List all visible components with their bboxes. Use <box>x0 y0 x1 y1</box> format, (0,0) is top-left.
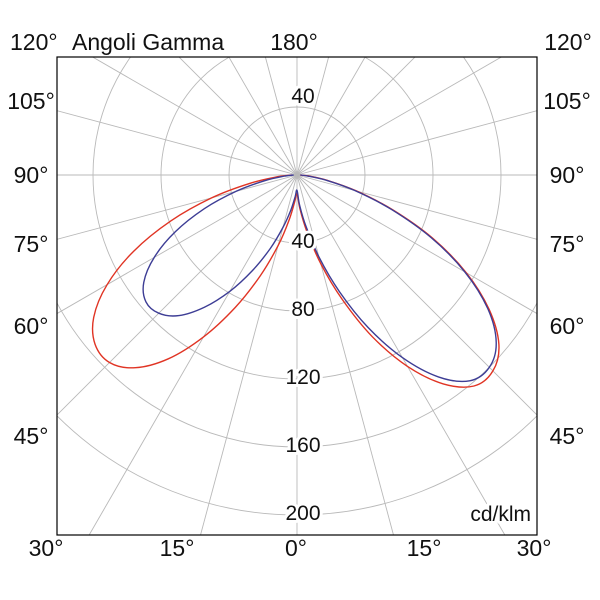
grid-radial-line <box>296 174 537 240</box>
bottom-angle-label: 0° <box>285 535 307 561</box>
left-angle-label: 45° <box>14 423 49 449</box>
grid-radial-line <box>57 174 298 240</box>
grid-radial-line <box>200 174 298 535</box>
curves-layer <box>91 174 500 388</box>
right-angle-label: 90° <box>550 162 585 188</box>
bottom-angle-label: 15° <box>160 535 195 561</box>
bottom-angle-label: 30° <box>517 535 552 561</box>
right-angle-label: 105° <box>543 88 591 114</box>
grid-radial-line <box>296 57 366 176</box>
top-corner-label-right: 120° <box>544 29 592 55</box>
radial-tick-label: 40 <box>291 230 314 253</box>
left-angle-label: 105° <box>7 88 55 114</box>
grid-radial-line <box>264 57 298 176</box>
grid-radial-line <box>91 57 298 176</box>
left-angle-label: 90° <box>14 162 49 188</box>
grid-radial-line <box>228 57 298 176</box>
right-angle-label: 60° <box>550 313 585 339</box>
top-center-angle-label: 180° <box>270 29 318 55</box>
grid-radial-line <box>178 57 298 176</box>
grid-radial-line <box>296 174 394 535</box>
grid-radial-line <box>57 110 298 176</box>
grid-radial-line <box>296 57 416 176</box>
grid-radial-line <box>57 174 298 416</box>
bottom-angle-label: 15° <box>407 535 442 561</box>
curve-red <box>91 174 500 388</box>
grid-radial-line <box>296 174 506 535</box>
chart-title: Angoli Gamma <box>72 29 224 55</box>
grid-radial-line <box>296 57 330 176</box>
grid-radial-line <box>57 174 298 315</box>
curve-blue <box>142 174 497 383</box>
grid-radial-line <box>296 174 537 416</box>
radial-tick-label: 200 <box>285 502 320 525</box>
chart-frame <box>56 56 538 536</box>
right-angle-label: 75° <box>550 231 585 257</box>
grid-radial-line <box>296 57 503 176</box>
radial-tick-label: 80 <box>291 298 314 321</box>
labels-layer: 105° 90° 75° 60° 45° 105° 90° 75° 60° 45° 30° 15° 0°… <box>7 88 591 561</box>
right-angle-label: 45° <box>550 423 585 449</box>
left-angle-label: 75° <box>14 231 49 257</box>
units-label: cd/klm <box>470 503 531 526</box>
left-angle-label: 60° <box>14 313 49 339</box>
grid-radial-line <box>88 174 298 535</box>
upper-axis-tick-label: 40 <box>291 85 314 108</box>
radial-tick-label: 120 <box>285 366 320 389</box>
top-corner-label-left: 120° <box>10 29 58 55</box>
grid-radial-line <box>296 110 537 176</box>
radial-tick-label: 160 <box>285 434 320 457</box>
bottom-angle-label: 30° <box>29 535 64 561</box>
grid-radial-line <box>296 174 537 315</box>
